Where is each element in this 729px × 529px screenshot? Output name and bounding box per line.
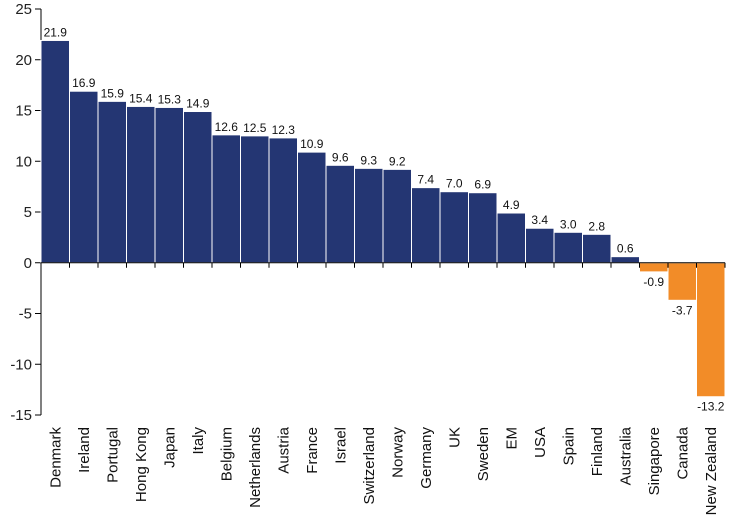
- bar-italy: [183, 111, 213, 264]
- category-label: Canada: [674, 426, 691, 479]
- y-tick-label: 15: [15, 103, 32, 120]
- category-label: Denmark: [47, 427, 64, 488]
- category-label: Hong Kong: [133, 427, 150, 502]
- data-label: 6.9: [474, 178, 491, 192]
- y-tick-label: -10: [10, 356, 32, 373]
- data-label: 9.6: [332, 150, 349, 164]
- bar-israel: [325, 164, 355, 264]
- bar-usa: [525, 227, 555, 264]
- data-label: -3.7: [672, 303, 693, 317]
- y-axis: 25 20 15 10 5 0 -5 -10 -15: [10, 1, 42, 424]
- category-label: France: [304, 427, 321, 474]
- data-label: 7.4: [417, 173, 434, 187]
- y-tick-label: -5: [19, 306, 32, 323]
- bar-canada: [667, 262, 697, 301]
- bar-austria: [268, 137, 298, 264]
- data-label: 14.9: [186, 97, 210, 111]
- bar-sweden: [468, 192, 498, 264]
- data-label: 3.0: [560, 217, 577, 231]
- bar-spain: [553, 231, 583, 264]
- bar-germany: [411, 187, 441, 264]
- bar-belgium: [211, 134, 241, 264]
- bar-ireland: [69, 90, 99, 264]
- category-label: Japan: [161, 427, 178, 468]
- category-label: USA: [532, 427, 549, 458]
- category-label: Australia: [617, 426, 634, 485]
- data-label: 15.9: [101, 86, 125, 100]
- data-label: 16.9: [72, 76, 96, 90]
- bar-finland: [582, 233, 612, 264]
- y-tick-label: 10: [15, 153, 32, 170]
- bar-japan: [154, 106, 184, 264]
- data-label: -0.9: [643, 275, 664, 289]
- data-label: 15.4: [129, 91, 153, 105]
- category-label: UK: [446, 427, 463, 448]
- y-tick-label: 5: [24, 204, 32, 221]
- category-label: Finland: [589, 427, 606, 476]
- category-label: Sweden: [475, 427, 492, 481]
- category-label: EM: [503, 427, 520, 450]
- category-label: Portugal: [104, 427, 121, 483]
- category-label: Ireland: [76, 427, 93, 473]
- category-label: New Zealand: [703, 427, 720, 515]
- category-label: Israel: [332, 427, 349, 464]
- bar-em: [496, 212, 526, 264]
- bar-norway: [382, 168, 412, 264]
- data-label: 0.6: [617, 242, 634, 256]
- data-label: -13.2: [697, 400, 725, 414]
- category-label: Austria: [275, 426, 292, 473]
- data-label: 2.8: [588, 219, 605, 233]
- data-label: 15.3: [158, 92, 182, 106]
- bar-new-zealand: [696, 262, 726, 398]
- y-tick-label: 20: [15, 52, 32, 69]
- data-label: 12.6: [215, 120, 239, 134]
- bar-france: [297, 151, 327, 264]
- category-label: Netherlands: [247, 427, 264, 508]
- bar-singapore: [639, 262, 669, 273]
- category-label: Spain: [560, 427, 577, 465]
- data-labels: 21.9 16.9 15.9 15.4 15.3 14.9 12.6 12.5 12.3 10.9…: [44, 25, 725, 413]
- x-axis: Denmark Ireland Portugal Hong Kong Japan Ital…: [40, 262, 726, 515]
- y-tick-label: 25: [15, 1, 32, 18]
- y-tick-label: -15: [10, 407, 32, 424]
- data-label: 4.9: [503, 198, 520, 212]
- category-label: Singapore: [646, 427, 663, 495]
- bar-netherlands: [240, 135, 270, 264]
- bar-denmark: [40, 39, 70, 264]
- y-tick-label: 0: [24, 255, 32, 272]
- category-label: Norway: [389, 427, 406, 478]
- category-label: Italy: [190, 427, 207, 455]
- data-label: 9.2: [389, 154, 406, 168]
- data-label: 3.4: [531, 213, 548, 227]
- data-label: 12.5: [243, 121, 267, 135]
- bar-australia: [610, 256, 640, 264]
- data-label: 9.3: [360, 153, 377, 167]
- data-label: 10.9: [300, 137, 324, 151]
- data-label: 21.9: [44, 25, 68, 39]
- data-label: 7.0: [446, 177, 463, 191]
- data-label: 12.3: [272, 123, 296, 137]
- bar-switzerland: [354, 167, 384, 264]
- bar-portugal: [97, 100, 127, 264]
- category-label: Belgium: [218, 427, 235, 481]
- bar-hong-kong: [126, 105, 156, 264]
- category-label: Switzerland: [361, 427, 378, 505]
- bar-uk: [439, 191, 469, 264]
- category-label: Germany: [418, 427, 435, 489]
